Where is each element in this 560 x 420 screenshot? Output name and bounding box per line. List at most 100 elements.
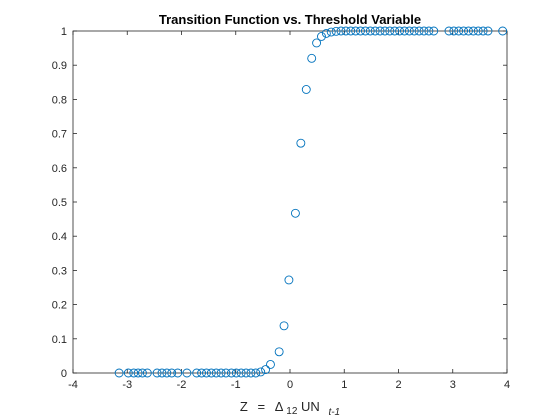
x-axis-label: Z = Δ 12 UN t-1 — [240, 399, 340, 418]
data-point — [356, 26, 365, 36]
data-point — [449, 26, 459, 36]
data-point — [385, 26, 395, 36]
data-point — [409, 26, 419, 36]
data-point — [454, 26, 464, 36]
axes-box — [72, 30, 508, 374]
data-point — [290, 208, 300, 218]
x-tick-label: 0 — [287, 379, 293, 391]
data-point — [419, 26, 429, 36]
data-point — [341, 26, 351, 36]
data-point — [459, 26, 469, 36]
data-point — [226, 368, 236, 378]
data-point — [167, 368, 177, 378]
data-point — [365, 26, 375, 36]
data-point — [429, 26, 439, 36]
data-point — [296, 138, 306, 148]
data-point — [424, 26, 434, 36]
data-point — [173, 368, 183, 378]
y-tick-label: 0.1 — [52, 334, 67, 346]
data-point — [197, 368, 207, 378]
data-point — [279, 321, 289, 331]
data-point — [346, 26, 356, 36]
data-point — [142, 368, 152, 378]
x-tick-label: -1 — [231, 379, 241, 391]
data-point — [266, 360, 275, 369]
data-point — [414, 26, 424, 36]
data-point — [317, 32, 326, 41]
y-tick-label: 0.9 — [52, 60, 67, 72]
x-label-delta: Δ — [275, 399, 284, 414]
data-point — [211, 368, 221, 378]
x-tick-label: 4 — [504, 379, 510, 391]
x-tick-label: 1 — [341, 379, 347, 391]
data-point — [473, 26, 483, 36]
data-point — [444, 26, 454, 36]
data-point — [464, 26, 473, 36]
data-point — [162, 368, 172, 378]
data-point — [157, 368, 167, 378]
data-point — [395, 26, 405, 36]
data-point — [221, 368, 231, 378]
data-point — [307, 53, 317, 63]
data-point — [390, 26, 400, 36]
data-point — [241, 368, 251, 378]
data-point — [129, 368, 139, 378]
data-point — [483, 26, 493, 36]
data-point — [261, 365, 271, 375]
data-point — [360, 26, 370, 36]
y-tick-label: 0.3 — [52, 265, 67, 277]
data-points — [114, 26, 508, 378]
x-tick-label: -2 — [177, 379, 187, 391]
data-point — [133, 368, 143, 378]
data-point — [375, 26, 385, 36]
x-label-name: UN — [301, 399, 320, 414]
data-point — [256, 367, 266, 377]
x-tick-label: 2 — [395, 379, 401, 391]
data-point — [274, 347, 284, 357]
data-point — [123, 368, 133, 378]
y-axis: 0 0.1 0.2 0.3 0.4 0.5 0.6 0.7 0.8 0.9 1 — [52, 26, 507, 380]
data-point — [331, 26, 341, 36]
data-point — [216, 368, 226, 378]
y-tick-label: 0.4 — [52, 231, 67, 243]
data-point — [468, 26, 478, 36]
x-tick-label: -3 — [122, 379, 132, 391]
data-point — [137, 368, 147, 378]
data-point — [236, 368, 246, 378]
data-point — [321, 28, 331, 38]
data-point — [336, 26, 346, 36]
data-point — [400, 26, 409, 36]
axes-frame — [72, 30, 508, 374]
y-tick-label: 0 — [61, 368, 67, 380]
data-point — [301, 85, 311, 94]
x-label-time-sub: t-1 — [328, 407, 340, 418]
x-tick-label: -4 — [68, 379, 78, 391]
x-label-variable: Z — [240, 399, 248, 414]
chart-title: Transition Function vs. Threshold Variab… — [159, 12, 421, 27]
y-tick-label: 0.6 — [52, 163, 67, 175]
data-point — [192, 368, 202, 378]
data-point — [284, 275, 294, 285]
y-tick-label: 0.5 — [52, 197, 67, 209]
data-point — [312, 38, 322, 48]
y-tick-label: 0.2 — [52, 300, 67, 312]
data-point — [182, 368, 192, 378]
x-tick-label: 3 — [450, 379, 456, 391]
data-point — [370, 26, 380, 36]
data-point — [478, 26, 488, 36]
data-point — [351, 26, 361, 36]
y-tick-label: 0.8 — [52, 94, 67, 106]
data-point — [326, 27, 336, 37]
data-point — [246, 368, 256, 378]
data-point — [114, 368, 124, 378]
x-axis: -4 -3 -2 -1 0 1 2 3 4 — [68, 31, 510, 391]
data-point — [152, 368, 162, 378]
data-point — [404, 26, 414, 36]
x-label-delta-sub: 12 — [286, 406, 298, 417]
y-tick-label: 0.7 — [52, 129, 67, 141]
data-point — [206, 368, 216, 378]
data-point — [251, 368, 261, 378]
data-point — [231, 368, 241, 378]
